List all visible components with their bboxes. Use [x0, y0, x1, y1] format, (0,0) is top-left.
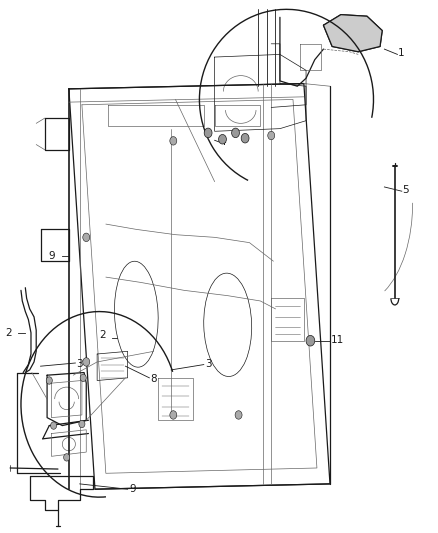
Circle shape [268, 131, 275, 140]
Text: 11: 11 [331, 335, 344, 345]
Text: 4: 4 [220, 137, 226, 147]
Text: 3: 3 [76, 359, 83, 369]
Circle shape [170, 136, 177, 145]
Text: 5: 5 [403, 184, 409, 195]
Circle shape [306, 335, 315, 346]
Text: 3: 3 [205, 359, 212, 368]
Circle shape [83, 358, 90, 366]
Text: 1: 1 [398, 49, 405, 58]
Text: 9: 9 [130, 484, 136, 494]
Circle shape [204, 128, 212, 138]
Text: 9: 9 [48, 252, 55, 261]
Circle shape [64, 454, 70, 461]
Circle shape [83, 233, 90, 241]
Text: 2: 2 [6, 328, 12, 338]
Circle shape [80, 374, 86, 382]
Circle shape [50, 422, 57, 429]
Circle shape [79, 420, 85, 427]
Text: 2: 2 [99, 330, 106, 341]
Circle shape [46, 377, 52, 384]
Text: 8: 8 [150, 374, 157, 384]
Circle shape [232, 128, 240, 138]
Circle shape [235, 411, 242, 419]
Circle shape [170, 411, 177, 419]
Circle shape [219, 134, 226, 144]
Polygon shape [323, 14, 382, 52]
Circle shape [241, 133, 249, 143]
